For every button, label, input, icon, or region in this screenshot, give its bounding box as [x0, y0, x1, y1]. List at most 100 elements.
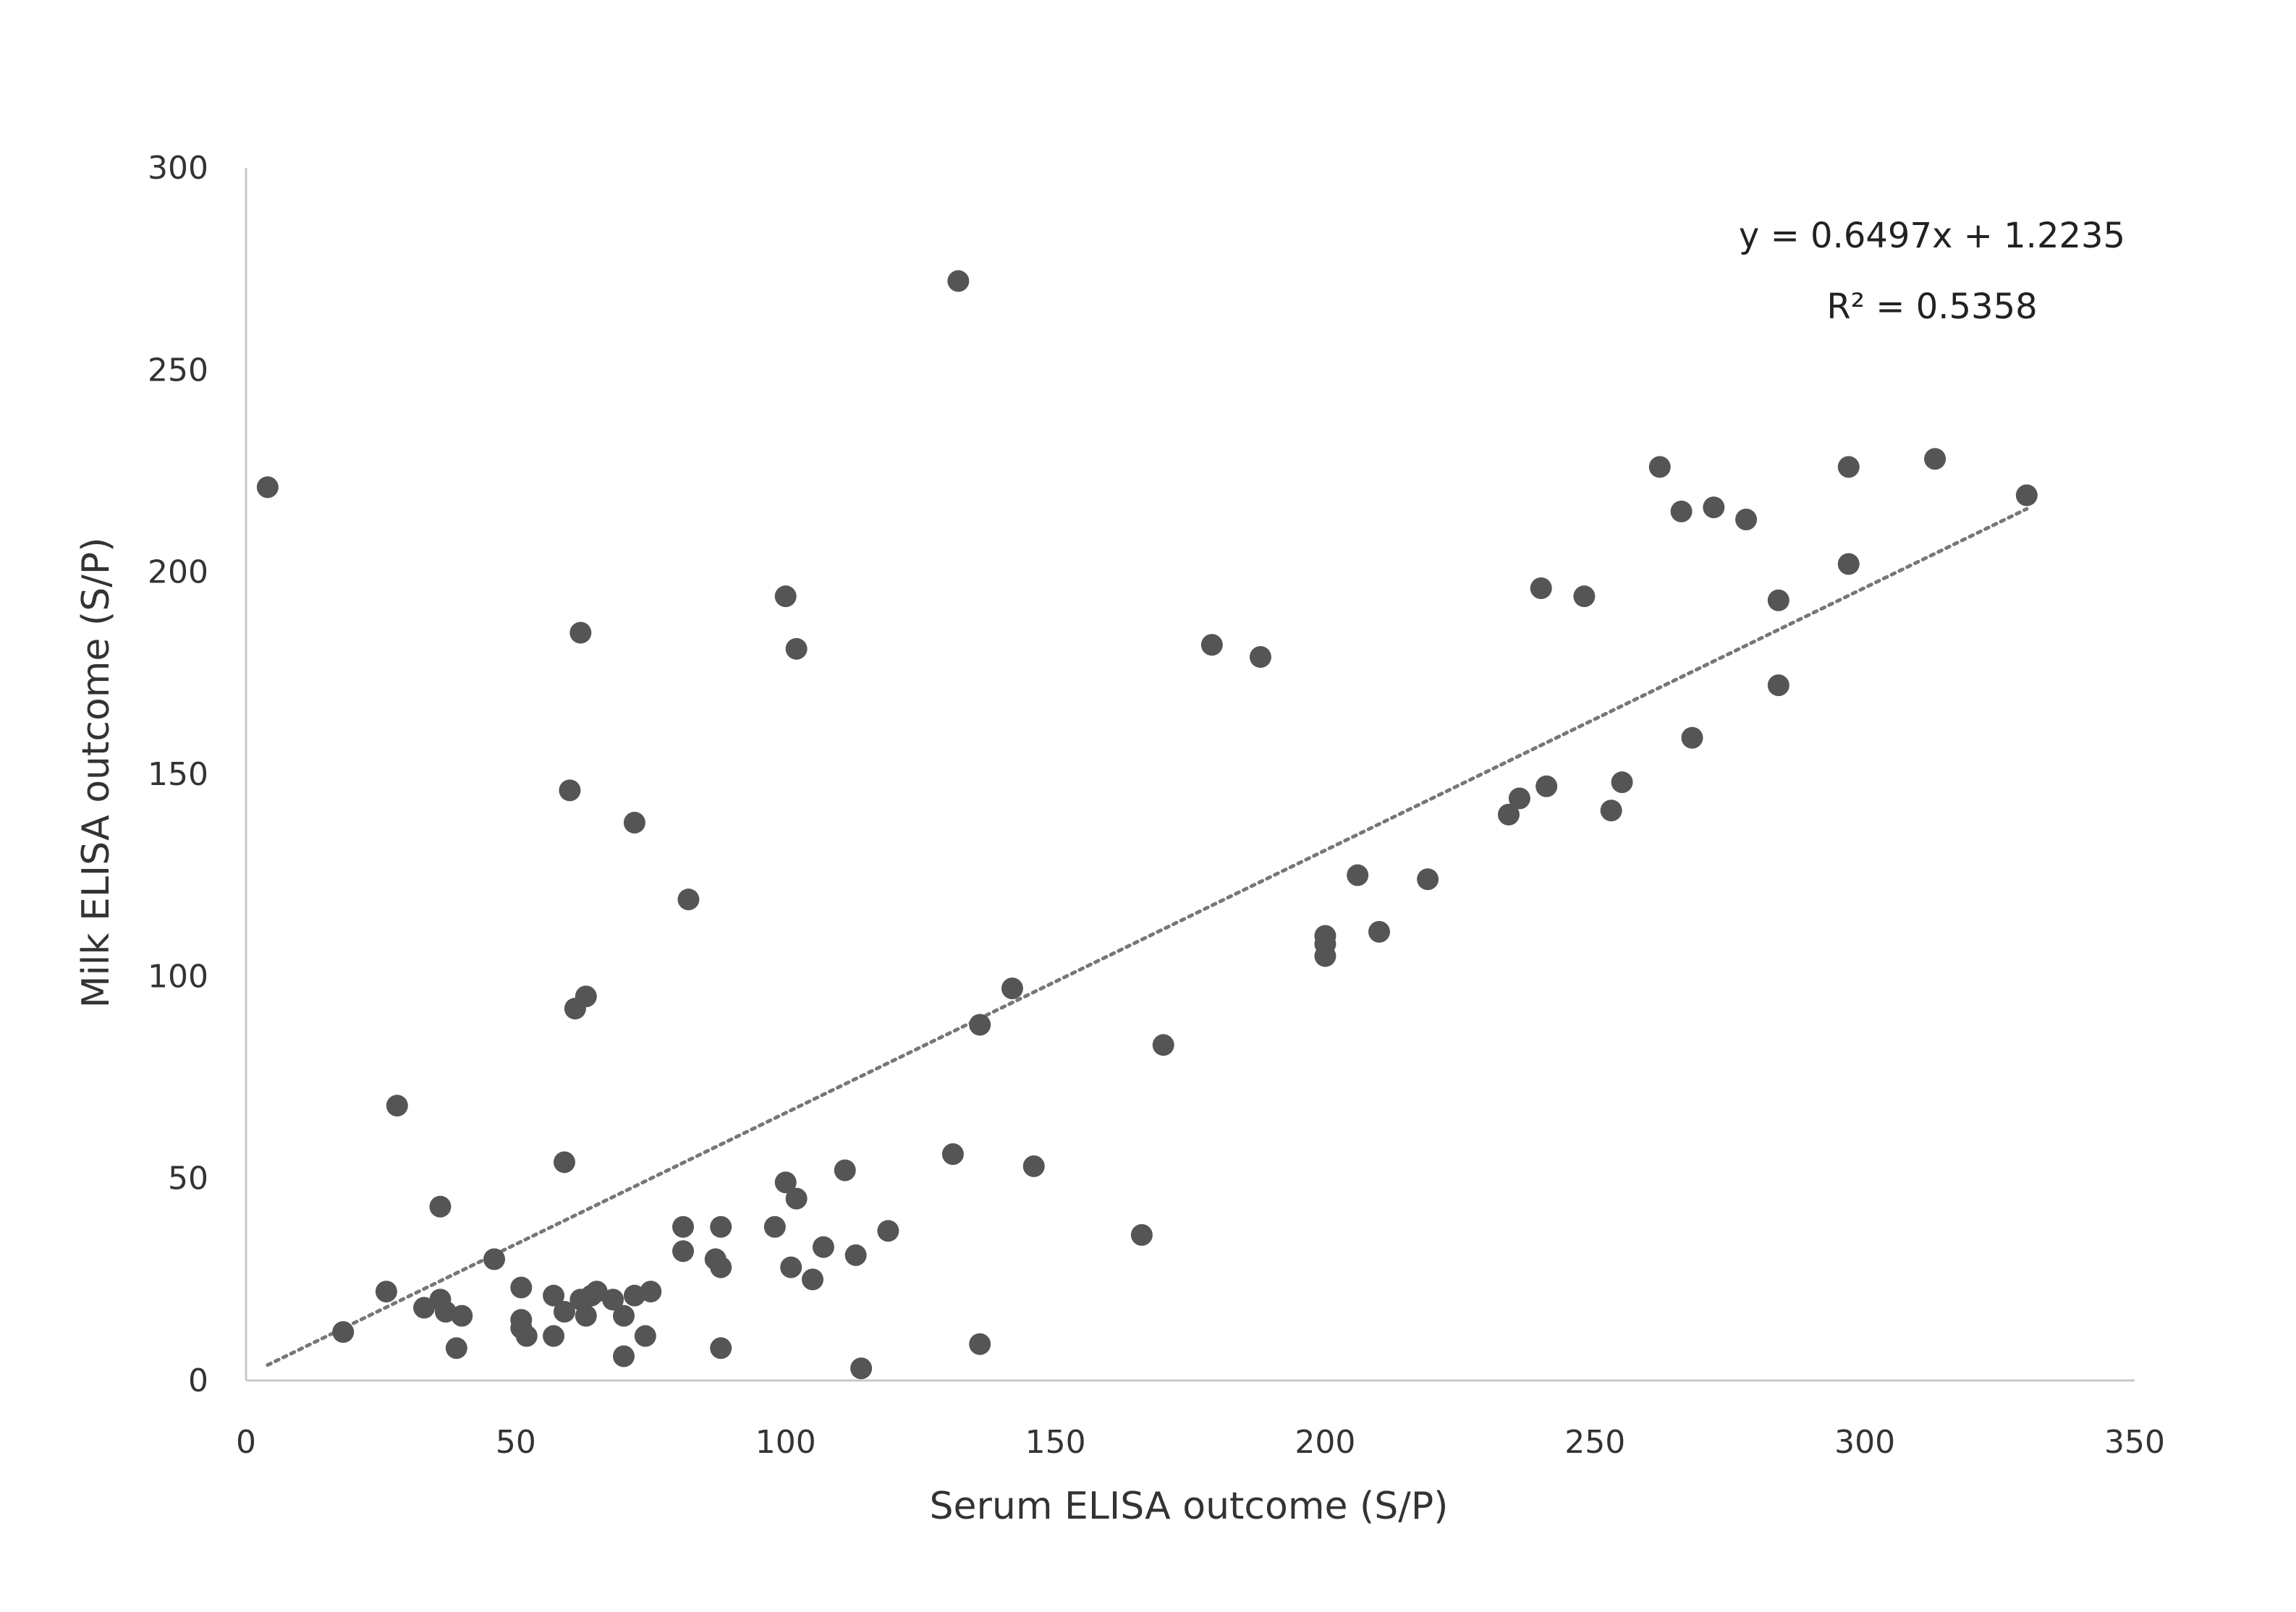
data-point [1767, 674, 1789, 697]
y-tick-labels: 0 50 100 150 200 250 300 [148, 150, 208, 1399]
y-axis-title: Milk ELISA outcome (S/P) [75, 538, 118, 1009]
data-point [1573, 585, 1596, 608]
data-point [1924, 448, 1946, 470]
data-point [640, 1281, 662, 1303]
x-tick-label: 250 [1564, 1424, 1625, 1461]
data-point [1368, 920, 1390, 943]
data-point [780, 1256, 802, 1278]
data-point [256, 476, 279, 499]
x-tick-label: 200 [1295, 1424, 1355, 1461]
data-point [763, 1216, 786, 1238]
data-point [710, 1216, 732, 1238]
data-point [677, 888, 700, 911]
y-tick-label: 250 [148, 352, 208, 389]
trendline [266, 506, 2029, 1367]
data-point [812, 1236, 834, 1258]
data-point [1648, 456, 1671, 478]
y-tick-label: 50 [168, 1161, 208, 1197]
data-point [553, 1301, 575, 1323]
data-point [1200, 634, 1223, 656]
data-point [969, 1014, 991, 1036]
axes [245, 168, 2135, 1382]
data-point [386, 1095, 408, 1117]
trendline-equation: y = 0.6497x + 1.2235 [1739, 216, 2125, 256]
y-tick-label: 300 [148, 150, 208, 187]
data-point [672, 1216, 695, 1238]
data-point [623, 812, 645, 834]
data-point [559, 779, 581, 802]
data-point [774, 1171, 797, 1194]
data-point [785, 1187, 808, 1210]
y-tick-label: 150 [148, 756, 208, 793]
data-point [1530, 577, 1552, 600]
data-point [1703, 496, 1725, 519]
data-point [375, 1281, 397, 1303]
data-point [634, 1325, 656, 1347]
data-point [850, 1357, 873, 1380]
x-tick-label: 50 [496, 1424, 536, 1461]
x-tick-label: 100 [755, 1424, 816, 1461]
data-point [1417, 868, 1439, 891]
data-point [969, 1333, 991, 1355]
r-squared-label: R² = 0.5358 [1826, 287, 2037, 327]
x-tick-label: 350 [2104, 1424, 2165, 1461]
x-tick-label: 300 [1834, 1424, 1895, 1461]
data-point [844, 1244, 867, 1266]
data-point [451, 1305, 473, 1327]
data-point [1152, 1034, 1174, 1056]
data-point [569, 622, 592, 644]
data-point [445, 1337, 467, 1359]
data-point [1314, 945, 1336, 967]
data-point [613, 1305, 635, 1327]
data-point [1837, 456, 1860, 478]
data-point [429, 1195, 452, 1218]
data-point [1347, 864, 1369, 886]
data-point [543, 1325, 565, 1347]
data-point [332, 1320, 355, 1343]
data-point [785, 637, 808, 660]
data-point [1735, 509, 1758, 531]
data-point [543, 1284, 565, 1307]
data-point [1670, 500, 1693, 522]
data-point [877, 1220, 899, 1242]
trendline-group [266, 506, 2029, 1367]
x-axis-title: Serum ELISA outcome (S/P) [930, 1485, 1449, 1528]
data-points [256, 270, 2038, 1380]
data-point [1681, 726, 1703, 749]
data-point [1837, 553, 1860, 575]
data-point [483, 1248, 506, 1270]
data-point [2015, 484, 2038, 506]
data-point [672, 1240, 695, 1263]
data-point [947, 270, 970, 292]
y-tick-label: 0 [188, 1362, 208, 1399]
data-point [613, 1345, 635, 1367]
data-point [941, 1143, 964, 1166]
data-point [575, 1305, 597, 1327]
data-point [602, 1289, 624, 1311]
x-tick-labels: 0 50 100 150 200 250 300 350 [236, 1424, 2165, 1461]
data-point [1767, 589, 1789, 611]
data-point [1535, 775, 1558, 797]
data-point [1497, 803, 1520, 826]
data-point [710, 1256, 732, 1278]
data-point [834, 1159, 856, 1182]
data-point [710, 1337, 732, 1359]
data-point [1600, 799, 1622, 822]
data-point [585, 1281, 608, 1303]
data-point [413, 1297, 436, 1319]
data-point [802, 1268, 823, 1291]
data-point [515, 1325, 538, 1347]
data-point [774, 585, 797, 608]
y-tick-label: 100 [148, 958, 208, 995]
data-point [510, 1276, 533, 1299]
x-tick-label: 150 [1025, 1424, 1086, 1461]
data-point [1611, 771, 1633, 794]
data-point [575, 985, 597, 1008]
data-point [1249, 645, 1271, 668]
data-point [1022, 1155, 1045, 1177]
x-tick-label: 0 [236, 1424, 256, 1461]
data-point [1001, 977, 1023, 1000]
data-point [1130, 1223, 1153, 1246]
data-point [1508, 787, 1530, 810]
y-tick-label: 200 [148, 554, 208, 591]
